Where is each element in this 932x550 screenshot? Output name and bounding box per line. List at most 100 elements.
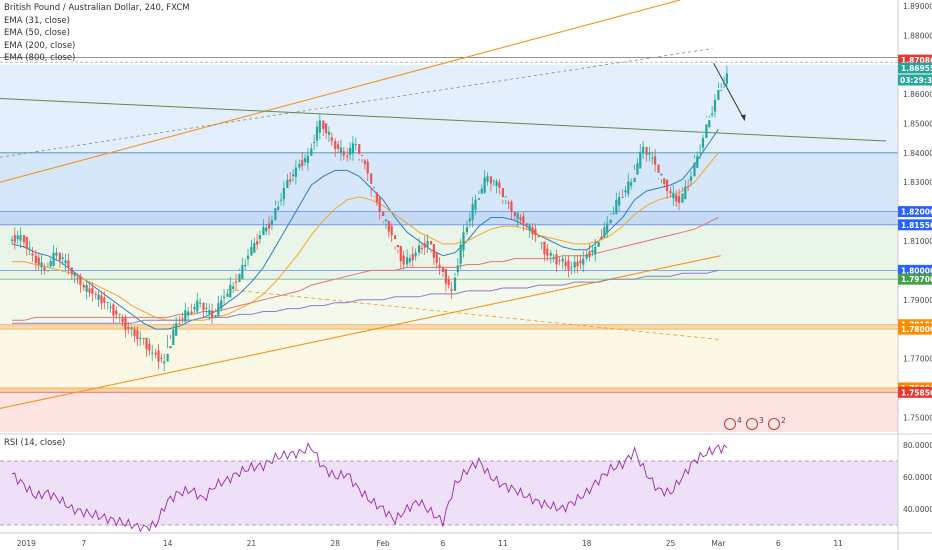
rsi-tick-label: 60.0000 [903, 473, 932, 482]
candle-body [722, 82, 726, 84]
candle-body [672, 192, 675, 199]
candle-body [522, 216, 525, 224]
candle-body [31, 253, 34, 256]
candle-body [456, 265, 459, 273]
candle-body [720, 89, 723, 91]
level-tag-2-bg [898, 264, 932, 276]
candle-body [450, 289, 453, 291]
time-tick-label: 11 [833, 539, 843, 548]
time-tick-label: Feb [377, 539, 391, 548]
candle-body [701, 138, 705, 148]
candle-body [477, 198, 481, 200]
candle-body [645, 146, 648, 155]
candle-body [696, 156, 699, 168]
price-zones [0, 64, 898, 432]
rsi-line [11, 442, 728, 533]
candle-body [118, 313, 121, 315]
rsi-tick-label: 40.0000 [903, 505, 932, 514]
candle-body [127, 326, 130, 330]
legend-ema-31[interactable]: EMA (31, close) [4, 15, 70, 26]
candle-body [193, 306, 196, 310]
candle-body [378, 197, 381, 212]
level-tag-5: 1.78000 [901, 325, 932, 334]
candle-body [570, 267, 573, 269]
candle-body [465, 227, 469, 233]
candle-body [160, 357, 163, 359]
high-tag: 1.87086 [901, 56, 932, 65]
candle-body [342, 151, 345, 156]
zone-2 [0, 211, 898, 225]
candle-body [537, 235, 540, 238]
candle-body [474, 199, 477, 210]
legend-ema-800[interactable]: EMA (800, close) [4, 53, 76, 63]
candle-body [318, 120, 321, 133]
candle-body [660, 173, 663, 176]
candle-body [115, 310, 118, 315]
candle-body [399, 245, 402, 262]
candle-body [178, 323, 181, 325]
candle-body [202, 302, 205, 311]
candle-body [504, 196, 507, 198]
candle-body [546, 248, 549, 256]
candle-body [444, 268, 447, 284]
candle-body [387, 220, 390, 232]
time-tick-label: 7 [81, 539, 86, 548]
candle-body [513, 211, 516, 216]
candle-body [429, 240, 433, 245]
candle-body [348, 147, 352, 155]
indicator-legend[interactable]: British Pound / Australian Dollar, 240, … [4, 2, 190, 65]
candle-body [46, 270, 49, 272]
candle-body [315, 126, 319, 141]
candle-body [190, 311, 193, 314]
price-tick-label: 1.88000 [903, 31, 932, 40]
legend-ema-50[interactable]: EMA (50, close) [4, 28, 70, 38]
candle-body [339, 147, 343, 153]
candle-body [483, 177, 486, 193]
candle-body [325, 123, 328, 134]
candle-body [606, 223, 609, 233]
rsi-pane[interactable] [0, 433, 932, 533]
candle-body [234, 281, 238, 283]
candle-body [220, 300, 223, 309]
candle-body [382, 211, 385, 217]
candle-body [55, 252, 58, 256]
candle-body [519, 217, 522, 221]
legend-ema-200[interactable]: EMA (200, close) [4, 40, 76, 51]
candle-body [471, 204, 474, 220]
level-tag-5-bg [898, 323, 932, 335]
candle-body [594, 246, 597, 255]
candle-body [358, 144, 361, 155]
candle-body [507, 202, 510, 204]
candle-body [121, 317, 124, 323]
level-tag-7-bg [898, 386, 932, 398]
candle-body [414, 252, 417, 257]
candle-body [270, 220, 274, 226]
candle-body [372, 187, 376, 189]
candle-body [630, 182, 633, 186]
candle-body [453, 277, 457, 291]
price-tick-label: 1.83000 [903, 178, 932, 187]
candle-body [603, 227, 606, 238]
candle-body [681, 193, 684, 203]
candle-body [196, 300, 199, 312]
candle-body [313, 142, 316, 144]
candle-body [73, 272, 76, 276]
candle-body [112, 304, 115, 316]
candle-body [567, 260, 570, 270]
candle-body [229, 285, 232, 298]
candle-body [555, 254, 558, 265]
rsi-legend[interactable]: RSI (14, close) [4, 438, 66, 448]
time-tick-label: 21 [247, 539, 257, 548]
price-tick-label: 1.89000 [903, 2, 932, 11]
price-tick-label: 1.86000 [903, 90, 932, 99]
candle-body [187, 311, 190, 316]
event-icons[interactable]: 4 3 2 [724, 416, 787, 430]
event-count: 4 [737, 416, 742, 425]
candle-body [597, 241, 600, 247]
candle-body [420, 247, 424, 249]
event-count: 2 [781, 416, 786, 425]
candle-body [232, 286, 235, 289]
candle-body [13, 235, 16, 243]
